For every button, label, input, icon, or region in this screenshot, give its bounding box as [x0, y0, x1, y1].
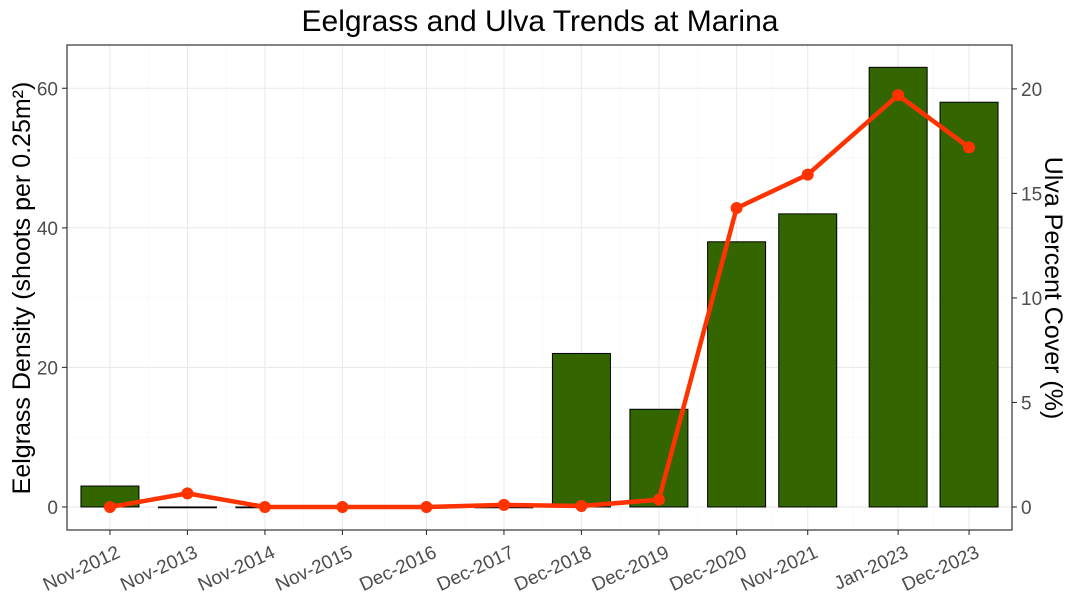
ulva-point [420, 501, 433, 514]
plot-border [66, 44, 1013, 531]
eelgrass-bar [939, 101, 999, 508]
ulva-point [336, 501, 349, 514]
right-y-tick-label: 15 [1021, 184, 1042, 205]
eelgrass-bar [551, 352, 611, 508]
ulva-point [892, 89, 905, 102]
ulva-point [963, 141, 976, 154]
right-y-axis: 0 5 10 15 20 [1012, 80, 1042, 519]
grid-lines [67, 45, 1012, 530]
left-y-axis-title: Eelgrass Density (shoots per 0.25m²) [8, 82, 36, 495]
left-y-tick-label: 20 [37, 358, 58, 379]
eelgrass-bar [157, 506, 217, 509]
ulva-point [258, 501, 271, 514]
right-y-tick-label: 0 [1021, 498, 1032, 519]
left-y-tick-label: 60 [37, 79, 58, 100]
right-y-axis-title: Ulva Percent Cover (%) [1039, 157, 1067, 420]
ulva-point [652, 493, 665, 506]
left-y-axis: 0 20 40 60 [37, 79, 67, 519]
ulva-point [181, 487, 194, 500]
ulva-point [730, 202, 743, 215]
ulva-point [801, 168, 814, 181]
ulva-point [575, 499, 588, 512]
left-y-tick-label: 40 [37, 219, 58, 240]
ulva-point [497, 498, 510, 511]
ulva-line-path [109, 92, 971, 510]
ulva-line-series [103, 89, 976, 514]
chart-title: Eelgrass and Ulva Trends at Marina [302, 5, 779, 38]
right-y-tick-label: 20 [1021, 80, 1042, 101]
ulva-point [103, 501, 116, 514]
eelgrass-bar [778, 213, 838, 508]
plot-panel [67, 45, 1012, 530]
left-y-tick-label: 0 [47, 498, 58, 519]
eelgrass-bar [868, 66, 928, 508]
right-y-tick-label: 10 [1021, 289, 1042, 310]
right-y-tick-label: 5 [1021, 393, 1032, 414]
